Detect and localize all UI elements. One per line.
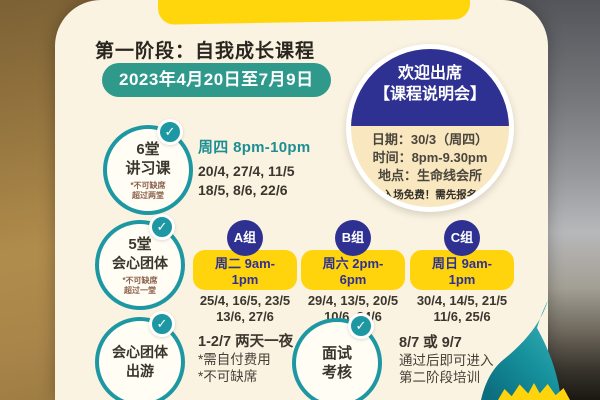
lecture-day-time: 周四 8pm-10pm	[198, 139, 311, 156]
assessment-note1: 通过后即可进入	[399, 353, 494, 368]
group-column-b: B组 周六 2pm-6pm 29/4, 13/5, 20/5 10/6, 24/…	[301, 220, 405, 325]
assessment-note2: 第二阶段培训	[399, 370, 480, 385]
lecture-circle-line1: 6堂	[136, 140, 160, 158]
lecture-circle-note: *不可缺席 超过两堂	[130, 180, 166, 200]
group-a-schedule-pill: 周二 9am-1pm	[193, 250, 297, 290]
lecture-circle-line2: 讲习课	[125, 159, 171, 177]
group-column-a: A组 周二 9am-1pm 25/4, 16/5, 23/5 13/6, 27/…	[193, 220, 297, 325]
lecture-schedule: 周四 8pm-10pm 20/4, 27/4, 11/5 18/5, 8/6, …	[198, 136, 311, 200]
encounter-circle-line1: 5堂	[128, 235, 152, 253]
info-venue: 地点：生命线会所	[377, 168, 482, 183]
info-time: 时间：8pm-9.30pm	[372, 150, 488, 165]
outing-circle-line1: 会心团体	[112, 344, 168, 360]
outing-details: 1-2/7 两天一夜 *需自付费用 *不可缺席	[198, 333, 293, 385]
group-c-badge: C组	[444, 220, 480, 256]
group-b-badge: B组	[335, 220, 371, 256]
outing-date: 1-2/7 两天一夜	[198, 334, 294, 350]
info-heading-line2: 【课程说明会】	[373, 86, 486, 103]
check-icon: ✓	[149, 311, 175, 337]
date-range-pill: 2023年4月20日至7月9日	[102, 63, 331, 97]
lecture-dates-line2: 18/5, 8/6, 22/6	[198, 182, 288, 198]
lecture-dates-line1: 20/4, 27/4, 11/5	[198, 163, 295, 179]
group-a-badge: A组	[227, 220, 263, 256]
outing-circle-line2: 出游	[126, 363, 154, 379]
page-title: 第一阶段：自我成长课程	[95, 41, 316, 62]
check-icon: ✓	[348, 313, 374, 339]
group-b-schedule-pill: 周六 2pm-6pm	[301, 250, 405, 290]
group-column-c: C组 周日 9am-1pm 30/4, 14/5, 21/5 11/6, 25/…	[410, 220, 514, 325]
info-heading-line1: 欢迎出席	[397, 65, 462, 82]
assessment-details: 8/7 或 9/7 通过后即可进入 第二阶段培训	[399, 334, 494, 386]
lecture-circle: 6堂 讲习课 *不可缺席 超过两堂	[103, 125, 193, 215]
group-c-dates-line1: 30/4, 14/5, 21/5	[416, 293, 508, 308]
check-icon: ✓	[157, 119, 183, 145]
encounter-circle-note: *不可缺席 超过一堂	[122, 275, 158, 295]
group-a-dates-line1: 25/4, 16/5, 23/5	[199, 293, 291, 308]
assessment-date: 8/7 或 9/7	[399, 335, 462, 351]
wave-decoration	[481, 300, 561, 400]
outing-note1: *需自付费用	[198, 352, 271, 367]
group-c-schedule-pill: 周日 9am-1pm	[410, 250, 514, 290]
info-session-details: 日期：30/3（周四） 时间：8pm-9.30pm 地点：生命线会所 入场免费！…	[351, 126, 509, 202]
info-session-circle: 欢迎出席 【课程说明会】 日期：30/3（周四） 时间：8pm-9.30pm 地…	[346, 44, 514, 212]
group-c-dates-line2: 11/6, 25/6	[433, 309, 491, 324]
info-date: 日期：30/3（周四）	[371, 132, 489, 147]
encounter-circle-line2: 会心团体	[112, 254, 168, 271]
assessment-circle-line1: 面试	[321, 345, 352, 362]
group-a-dates-line2: 13/6, 27/6	[216, 309, 274, 324]
group-b-dates-line1: 29/4, 13/5, 20/5	[307, 293, 399, 308]
check-icon: ✓	[149, 214, 175, 240]
assessment-circle-line2: 考核	[321, 364, 352, 381]
info-note: 入场免费！需先报名	[382, 189, 478, 201]
outing-note2: *不可缺席	[198, 369, 258, 384]
